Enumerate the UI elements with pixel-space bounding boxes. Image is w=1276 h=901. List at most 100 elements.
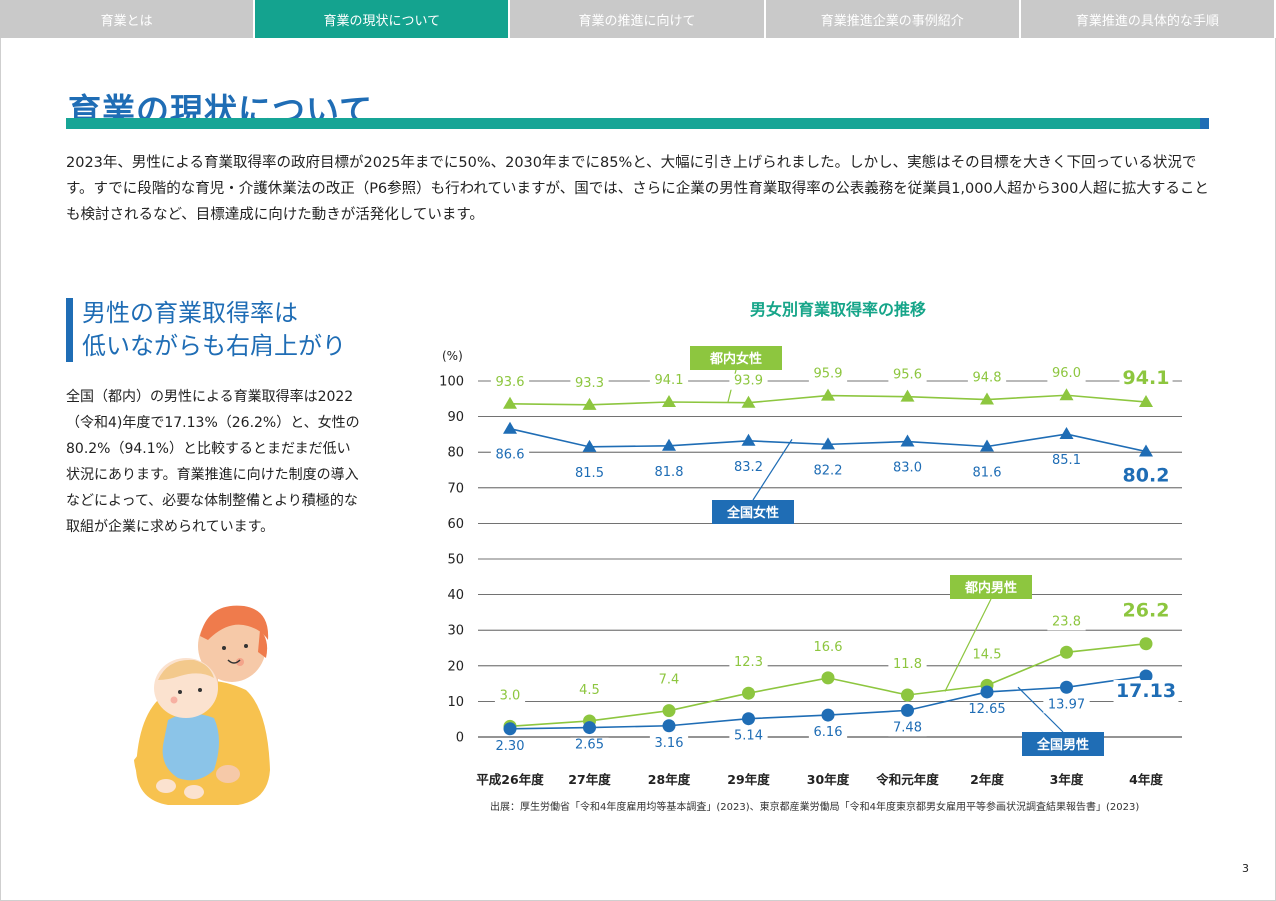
label-bg [1043,697,1090,714]
label-bg [1047,453,1086,470]
subheading-line-1: 男性の育業取得率は [82,299,298,327]
data-label: 23.8 [1052,614,1081,629]
label-bg [963,701,1011,718]
subhead-bar [66,298,73,362]
label-bg [1119,599,1173,622]
x-tick-label: 27年度 [568,772,611,787]
y-axis-unit-label: (%) [442,349,463,363]
series-name-label: 全国男性 [1036,737,1089,753]
circle-marker [821,708,835,722]
label-bg [490,447,530,464]
data-label: 26.2 [1123,600,1170,622]
y-tick-label: 100 [439,375,464,390]
callout-leader [752,439,793,501]
page-number: 3 [1242,862,1249,875]
label-bg [649,464,689,481]
title-underline [66,118,1200,129]
data-label: 93.9 [734,374,763,389]
circle-marker [980,685,994,699]
y-tick-label: 10 [447,695,464,710]
title-underline-end [1200,118,1209,129]
triangle-marker [1139,444,1153,457]
data-label: 94.1 [1123,367,1170,389]
x-tick-label: 29年度 [727,772,770,787]
triangle-marker [503,421,517,434]
label-bg [808,366,848,383]
label-bg [570,375,609,392]
label-bg [808,463,848,480]
y-axis-ticks: 0 10 20 30 40 50 60 70 80 90 100 [439,375,464,746]
label-bg [729,655,768,672]
body-paragraph: 全国（都内）の男性による育業取得率は2022（令和4)年度で17.13%（26.… [66,389,360,535]
callout-box [1022,732,1104,756]
label-bg [570,737,609,754]
label-bg [574,682,605,699]
label-bg [888,720,927,737]
callout-box [950,575,1032,599]
label-bg [729,373,768,390]
series-points [503,388,1153,736]
series-name-label: 都内男性 [964,580,1017,596]
x-tick-label: 4年度 [1129,772,1163,787]
label-bg [1047,366,1086,383]
y-tick-label: 40 [447,588,464,603]
x-tick-label: 3年度 [1050,772,1084,787]
tab-about-ikugyo[interactable]: 育業とは [0,0,256,38]
tab-procedures[interactable]: 育業推進の具体的な手順 [1020,0,1276,38]
callout-leader [1017,686,1064,733]
data-label: 16.6 [814,640,843,655]
data-label: 94.8 [973,371,1002,386]
label-bg [967,465,1007,482]
circle-marker [821,671,835,685]
callout-box [712,500,794,524]
x-tick-label: 平成26年度 [476,772,544,787]
label-bg [1047,614,1086,631]
triangle-marker [821,388,835,401]
triangle-marker [662,395,676,408]
y-tick-label: 0 [456,731,464,746]
data-label: 83.0 [893,461,922,476]
label-bg [1119,367,1173,390]
label-bg [649,735,689,752]
tab-promotion[interactable]: 育業の推進に向けて [510,0,766,38]
label-bg [570,465,609,482]
tab-case-studies[interactable]: 育業推進企業の事例紹介 [765,0,1021,38]
label-bg [649,373,689,390]
x-tick-label: 2年度 [970,772,1004,787]
data-label: 4.5 [579,683,600,698]
label-bg [808,639,848,656]
data-label: 96.0 [1052,366,1081,381]
circle-marker [1060,645,1073,659]
triangle-marker [662,438,676,451]
label-bg [967,370,1007,387]
data-label: 85.1 [1052,453,1081,468]
data-label: 11.8 [893,657,922,672]
x-axis-ticks: 平成26年度 27年度 28年度 29年度 30年度 令和元年度 2年度 3年度 4年度 [476,772,1163,787]
data-label: 2.65 [575,738,604,753]
triangle-marker [1139,395,1153,408]
y-tick-label: 30 [447,624,464,639]
circle-marker [503,722,517,736]
tab-current-status[interactable]: 育業の現状について [255,0,511,38]
x-tick-label: 28年度 [648,772,691,787]
triangle-marker [582,439,597,452]
section-tabs: 育業とは 育業の現状について 育業の推進に向けて 育業推進企業の事例紹介 育業推… [0,0,1276,40]
data-label: 83.2 [734,460,763,475]
label-bg [653,672,685,689]
father-baby-illustration [134,605,270,805]
data-labels: 93.6 93.3 94.1 93.9 95.9 95.6 94.8 96.0 94.1 86.6… [490,366,1179,755]
label-bg [729,459,768,476]
data-label: 80.2 [1123,464,1170,486]
triangle-marker [980,439,994,452]
label-bg [888,656,927,673]
label-bg [808,725,848,742]
callout-box [690,346,782,370]
data-label: 5.14 [734,729,763,744]
circle-marker [662,719,676,733]
data-label: 7.48 [893,720,922,735]
data-label: 95.9 [814,367,843,382]
circle-marker [1139,669,1153,683]
circle-marker [742,712,755,726]
data-label: 12.65 [968,702,1005,717]
source-note: 出展：厚生労働省「令和4年度雇用均等基本調査」(2023)、東京都産業労働局「令… [490,802,1140,813]
